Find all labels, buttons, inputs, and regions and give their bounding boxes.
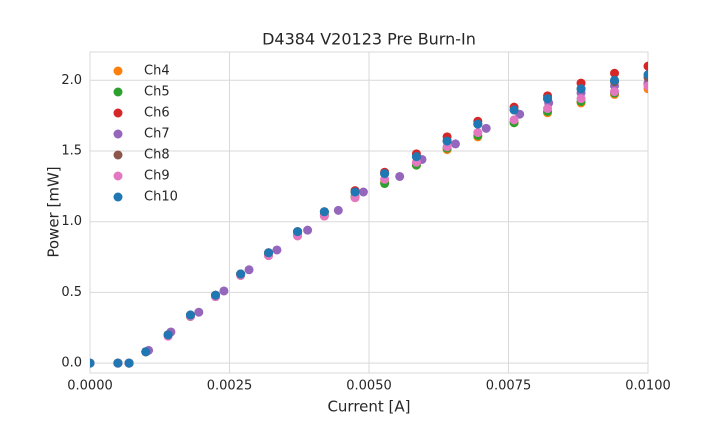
- point: [236, 269, 246, 279]
- point: [509, 115, 519, 125]
- point: [319, 207, 329, 217]
- legend-label: Ch6: [144, 106, 170, 121]
- y-tick-label: 1.5: [61, 143, 82, 158]
- point: [442, 136, 452, 146]
- point: [610, 68, 620, 78]
- legend-marker: [113, 66, 123, 76]
- point: [350, 187, 360, 197]
- x-tick-label: 0.0075: [486, 379, 532, 394]
- x-tick-label: 0.0000: [67, 379, 113, 394]
- point: [90, 358, 95, 368]
- point: [473, 119, 483, 129]
- point: [303, 225, 313, 235]
- point: [124, 358, 134, 368]
- point: [450, 139, 460, 149]
- legend-label: Ch8: [144, 148, 170, 163]
- legend-marker: [113, 150, 123, 160]
- point: [576, 84, 586, 94]
- y-tick-label: 0.5: [61, 285, 82, 300]
- legend-marker: [113, 108, 123, 118]
- legend-marker: [113, 171, 123, 181]
- point: [163, 330, 173, 340]
- x-tick-label: 0.0050: [346, 379, 392, 394]
- legend-label: Ch9: [144, 169, 170, 184]
- point: [473, 128, 483, 138]
- point: [610, 75, 620, 85]
- point: [113, 358, 123, 368]
- point: [411, 152, 421, 162]
- legend-label: Ch10: [144, 190, 178, 205]
- point: [576, 94, 586, 104]
- legend-label: Ch5: [144, 85, 170, 100]
- points: [90, 61, 648, 368]
- legend-label: Ch4: [144, 64, 170, 79]
- legend-marker: [113, 87, 123, 97]
- legend-label: Ch7: [144, 127, 170, 142]
- point: [643, 81, 648, 91]
- point: [219, 286, 229, 296]
- point: [509, 105, 519, 115]
- point: [333, 205, 343, 215]
- point: [211, 290, 221, 300]
- y-tick-label: 1.0: [61, 214, 82, 229]
- legend-marker: [113, 129, 123, 139]
- point: [272, 245, 282, 255]
- point: [264, 248, 274, 258]
- y-tick-label: 2.0: [61, 73, 82, 88]
- point: [643, 70, 648, 80]
- point: [481, 123, 491, 133]
- point: [610, 87, 620, 97]
- point: [244, 265, 254, 275]
- point: [293, 227, 303, 237]
- y-axis-label: Power [mW]: [45, 166, 63, 257]
- x-axis-label: Current [A]: [327, 398, 410, 416]
- y-tick-label: 0.0: [61, 356, 82, 371]
- point: [141, 347, 151, 357]
- point: [543, 104, 553, 114]
- point: [643, 61, 648, 71]
- point: [358, 187, 368, 197]
- chart-title: D4384 V20123 Pre Burn-In: [262, 30, 476, 49]
- x-tick-label: 0.0100: [625, 379, 671, 394]
- point: [380, 169, 390, 179]
- point: [395, 171, 405, 181]
- x-tick-label: 0.0025: [207, 379, 253, 394]
- point: [194, 307, 204, 317]
- legend-marker: [113, 192, 123, 202]
- point: [185, 310, 195, 320]
- point: [543, 94, 553, 104]
